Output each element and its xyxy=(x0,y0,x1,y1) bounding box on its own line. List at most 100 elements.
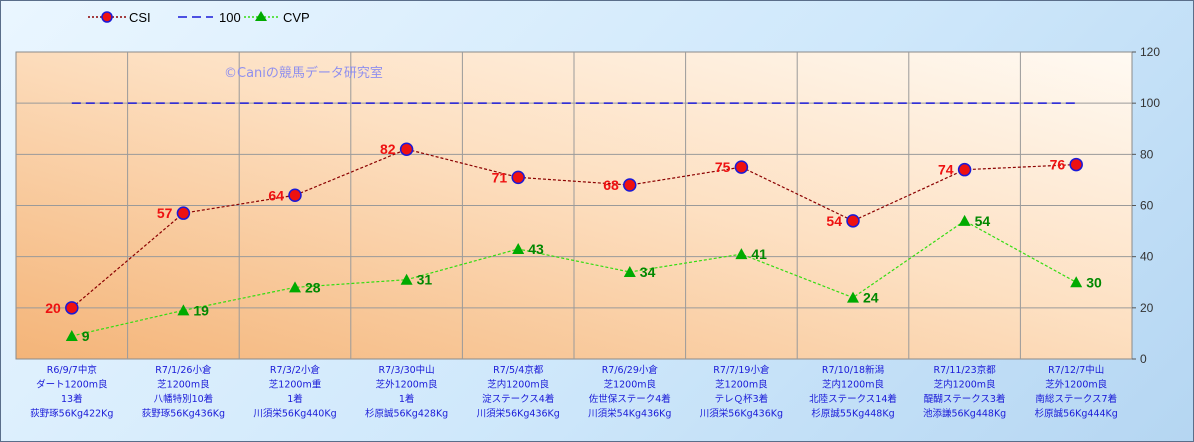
csi-point xyxy=(176,206,191,220)
x-tick-label: R7/10/18新潟 xyxy=(822,364,884,376)
x-tick-label: 芝1200m重 xyxy=(269,379,322,391)
x-tick-label: 杉原誠55Kg448Kg xyxy=(811,408,894,420)
x-tick-label: 荻野琢56Kg422Kg xyxy=(30,409,113,420)
x-tick-label: 佐世保ステーク4着 xyxy=(589,393,671,405)
cvp-data-label: 28 xyxy=(305,279,321,295)
cvp-point xyxy=(847,291,859,303)
x-tick-label: R7/11/23京都 xyxy=(933,364,996,376)
csi-data-label: 71 xyxy=(492,169,508,185)
x-tick-label: 1着 xyxy=(399,393,415,405)
csi-point xyxy=(65,301,79,315)
x-tick-label: ダート1200m良 xyxy=(36,379,108,391)
csi-data-label: 75 xyxy=(715,159,731,175)
x-tick-label: 芝外1200m良 xyxy=(1045,379,1107,391)
x-tick-label: R7/12/7中山 xyxy=(1048,364,1104,376)
csi-data-label: 64 xyxy=(268,187,284,203)
x-tick-label: 芝1200m良 xyxy=(715,379,768,391)
x-tick-label: 芝1200m良 xyxy=(604,379,657,391)
cvp-data-label: 31 xyxy=(417,272,433,288)
csi-point xyxy=(957,162,972,177)
y-tick-label: 100 xyxy=(1140,96,1160,110)
y-tick-label: 120 xyxy=(1140,45,1160,59)
csi-data-label: 20 xyxy=(45,300,61,316)
x-tick-label: 醍醐ステークス3着 xyxy=(924,393,1006,405)
x-tick-label: 13着 xyxy=(61,393,83,405)
csi-data-label: 74 xyxy=(938,162,954,178)
x-tick-label: R7/1/26小倉 xyxy=(155,364,212,376)
x-tick-label: 荻野琢56Kg436Kg xyxy=(142,409,225,420)
x-tick-label: R7/5/4京都 xyxy=(493,364,544,376)
x-tick-label: 淀ステークス4着 xyxy=(482,393,554,405)
x-tick-label: 川須栄54Kg436Kg xyxy=(588,408,671,420)
x-tick-label: R7/3/2小倉 xyxy=(270,364,321,376)
cvp-data-label: 43 xyxy=(528,241,544,257)
cvp-point xyxy=(1070,276,1083,288)
csi-point xyxy=(511,170,525,185)
cvp-data-label: 41 xyxy=(751,246,767,262)
x-tick-label: R7/7/19小倉 xyxy=(713,364,770,376)
cvp-data-label: 34 xyxy=(640,264,656,280)
x-tick-label: 北陸ステークス14着 xyxy=(809,393,897,405)
csi-data-label: 54 xyxy=(826,213,842,229)
y-tick-label: 40 xyxy=(1140,250,1154,264)
y-tick-label: 20 xyxy=(1140,301,1154,315)
x-tick-label: R7/6/29小倉 xyxy=(602,364,659,376)
csi-point xyxy=(734,160,749,174)
x-tick-label: 芝内1200m良 xyxy=(822,379,884,391)
cvp-point xyxy=(512,242,525,254)
cvp-point xyxy=(177,304,190,316)
legend-cvp-label: CVP xyxy=(283,10,310,25)
csi-point xyxy=(846,214,860,228)
x-tick-label: R7/3/30中山 xyxy=(379,364,435,376)
legend: CSI 100 CVP xyxy=(88,10,310,25)
x-tick-label: 川須栄56Kg440Kg xyxy=(253,408,336,420)
cvp-point xyxy=(623,266,636,278)
cvp-data-label: 24 xyxy=(863,290,879,306)
legend-100-label: 100 xyxy=(219,10,241,25)
cvp-data-label: 9 xyxy=(82,328,90,344)
cvp-point xyxy=(735,248,748,260)
series-layer: 9 19 28 31 43 34 41 24 54 30 20 57 64 82 71 68 75 54 74 76 xyxy=(45,102,1102,344)
cvp-data-label: 30 xyxy=(1086,274,1102,290)
csi-point xyxy=(1069,157,1083,172)
csi-data-label: 68 xyxy=(603,177,619,193)
x-tick-label: テレＱ杯3着 xyxy=(715,393,769,405)
x-tick-label: R6/9/7中京 xyxy=(47,364,97,376)
legend-csi-marker xyxy=(101,11,113,23)
legend-csi-label: CSI xyxy=(129,10,151,25)
x-tick-label: 芝内1200m良 xyxy=(487,379,549,391)
x-tick-label: 杉原誠56Kg428Kg xyxy=(365,408,448,420)
legend-cvp-marker xyxy=(255,11,267,21)
y-tick-label: 80 xyxy=(1140,147,1154,161)
series-csi-line xyxy=(71,148,1077,309)
y-axis: 0 20 40 60 80 100 120 xyxy=(1132,45,1160,366)
x-tick-label: 池添謙56Kg448Kg xyxy=(923,408,1006,420)
x-tick-label: 杉原誠56Kg444Kg xyxy=(1035,408,1118,420)
x-tick-label: 1着 xyxy=(287,393,303,405)
csi-data-label: 76 xyxy=(1050,157,1066,173)
cvp-point xyxy=(65,329,78,341)
cvp-point xyxy=(400,273,413,285)
csi-point xyxy=(623,178,637,192)
x-tick-label: 芝内1200m良 xyxy=(934,379,996,391)
y-tick-label: 60 xyxy=(1140,199,1154,213)
csi-point xyxy=(288,188,302,203)
csi-point xyxy=(399,142,414,156)
y-tick-label: 0 xyxy=(1140,352,1147,366)
x-tick-label: 芝外1200m良 xyxy=(376,379,438,391)
series-cvp-line xyxy=(71,220,1077,337)
x-tick-label: 南総ステークス7着 xyxy=(1035,393,1117,405)
cvp-data-label: 54 xyxy=(975,213,991,229)
cvp-point xyxy=(958,214,971,226)
cvp-data-label: 19 xyxy=(193,302,209,318)
x-tick-label: 川須栄56Kg436Kg xyxy=(477,408,560,420)
cvp-point xyxy=(289,281,301,293)
x-tick-label: 芝1200m良 xyxy=(157,379,210,391)
x-tick-label: 八幡特別10着 xyxy=(154,393,214,405)
watermark: ©Caniの競馬データ研究室 xyxy=(224,65,383,81)
csi-data-label: 57 xyxy=(157,205,173,221)
x-tick-label: 川須栄56Kg436Kg xyxy=(700,408,783,420)
csi-data-label: 82 xyxy=(380,141,396,157)
